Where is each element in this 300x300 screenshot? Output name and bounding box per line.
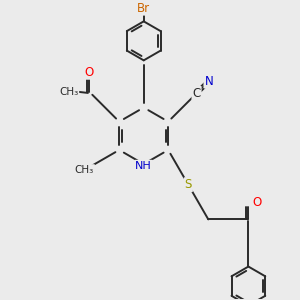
- Text: S: S: [184, 178, 192, 191]
- Text: O: O: [253, 196, 262, 208]
- Text: CH₃: CH₃: [59, 87, 78, 97]
- Text: C: C: [192, 87, 201, 100]
- Text: O: O: [85, 66, 94, 79]
- Text: NH: NH: [135, 161, 152, 171]
- Text: N: N: [204, 75, 213, 88]
- Text: CH₃: CH₃: [75, 165, 94, 175]
- Text: Br: Br: [137, 2, 150, 15]
